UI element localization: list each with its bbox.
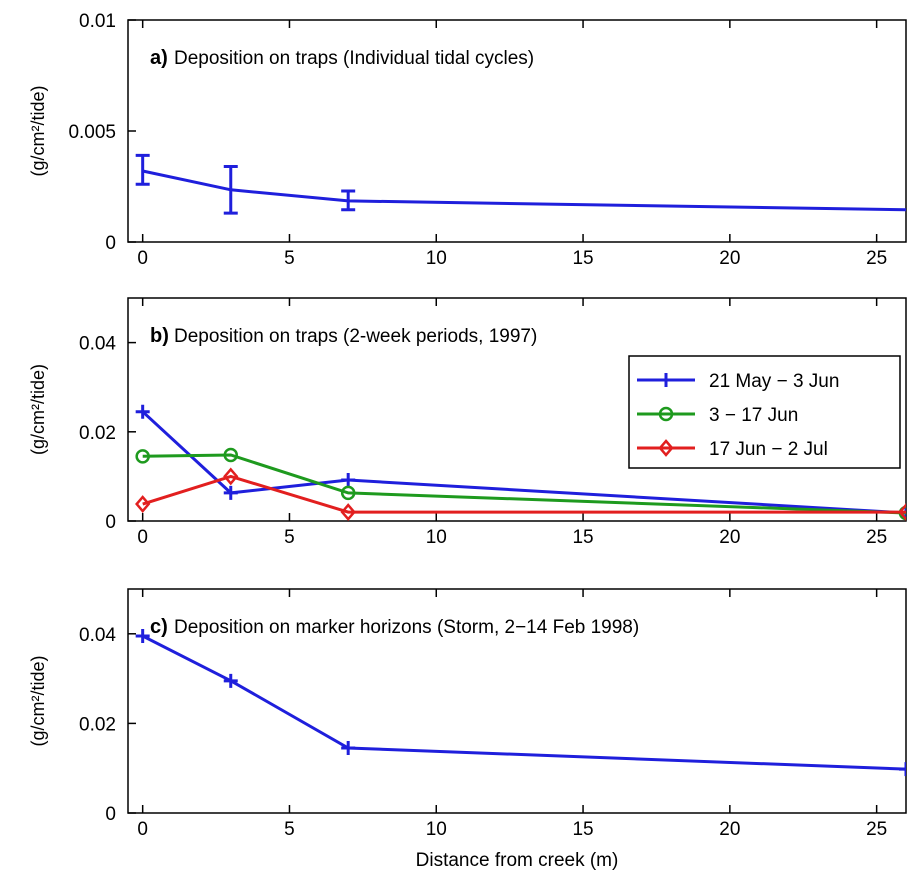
x-tick-label: 5	[284, 527, 295, 548]
x-tick-label: 0	[137, 527, 148, 548]
x-tick-label: 10	[426, 248, 447, 269]
data-point-circle-marker	[340, 485, 356, 501]
x-tick-label: 10	[426, 819, 447, 840]
panel-title: Deposition on traps (Individual tidal cy…	[174, 48, 534, 69]
panel-b: 0 5 10 15 20 25 0 0.02 0.04 (g/cm²/tide) b) Deposit…	[28, 297, 907, 548]
series-line	[141, 410, 906, 515]
legend-label: 21 May − 3 Jun	[709, 371, 839, 392]
x-tick-label: 5	[284, 248, 295, 269]
y-tick-label: 0.01	[79, 11, 116, 32]
legend-label: 17 Jun − 2 Jul	[709, 439, 828, 460]
axes-frame	[127, 297, 907, 522]
plot-area	[135, 153, 906, 215]
y-axis-label: (g/cm²/tide)	[28, 85, 48, 176]
legend-label: 3 − 17 Jun	[709, 405, 798, 426]
panel-a: 0 5 10 15 20 25 0 0.005 0.01 (g/cm²/tide) a) Deposi…	[28, 11, 907, 269]
panel-title: Deposition on traps (2-week periods, 199…	[174, 326, 537, 347]
data-point-circle-marker	[223, 447, 239, 463]
axes-frame	[127, 588, 907, 814]
data-point-diamond-marker	[135, 495, 151, 513]
data-point-plus-marker	[899, 762, 906, 777]
data-point-circle-marker	[658, 406, 674, 422]
y-tick-label: 0.02	[79, 423, 116, 444]
legend-item: 21 May − 3 Jun	[637, 371, 839, 392]
data-point-plus-marker	[341, 472, 356, 487]
y-tick-label: 0	[105, 233, 116, 254]
x-axis-label: Distance from creek (m)	[416, 850, 619, 871]
error-bar	[341, 189, 356, 212]
plot-area	[135, 404, 906, 521]
panel-c: 0 5 10 15 20 25 0 0.02 0.04 (g/cm²/tide) c) Deposit…	[28, 588, 907, 840]
x-tick-label: 0	[137, 248, 148, 269]
plot-area	[135, 629, 906, 777]
y-tick-label: 0.04	[79, 334, 116, 355]
series-line	[142, 169, 906, 212]
error-bar	[223, 165, 238, 215]
x-tick-label: 10	[426, 527, 447, 548]
data-point-diamond-marker	[340, 503, 356, 521]
legend-item: 17 Jun − 2 Jul	[637, 439, 828, 460]
data-point-diamond-marker	[898, 503, 906, 521]
series-line	[142, 474, 906, 514]
y-tick-label: 0.02	[79, 714, 116, 735]
data-point-plus-marker	[223, 485, 238, 500]
x-tick-label: 20	[719, 248, 740, 269]
panel-letter: c)	[150, 616, 168, 638]
x-tick-label: 15	[572, 248, 593, 269]
data-point-plus-marker	[135, 404, 150, 419]
x-tick-label: 25	[866, 248, 887, 269]
x-tick-label: 25	[866, 819, 887, 840]
data-point-plus-marker	[135, 629, 150, 644]
error-bar	[135, 153, 150, 186]
x-tick-label: 20	[719, 819, 740, 840]
x-tick-label: 0	[137, 819, 148, 840]
data-point-plus-marker	[659, 373, 673, 387]
panel-letter: b)	[150, 325, 169, 347]
x-tick-label: 25	[866, 527, 887, 548]
legend-item: 3 − 17 Jun	[637, 405, 798, 426]
data-point-plus-marker	[341, 741, 356, 756]
y-tick-label: 0.005	[68, 122, 116, 143]
y-tick-label: 0	[105, 512, 116, 533]
series-line	[142, 634, 906, 771]
data-point-diamond-marker	[223, 467, 239, 486]
series-line	[142, 453, 906, 515]
x-tick-label: 5	[284, 819, 295, 840]
x-tick-label: 15	[572, 527, 593, 548]
data-point-plus-marker	[223, 673, 238, 688]
panel-letter: a)	[150, 47, 168, 69]
y-tick-label: 0.04	[79, 625, 116, 646]
y-axis-label: (g/cm²/tide)	[28, 364, 48, 455]
data-point-circle-marker	[135, 449, 150, 464]
y-axis-label: (g/cm²/tide)	[28, 655, 48, 746]
x-tick-label: 20	[719, 527, 740, 548]
panel-title: Deposition on marker horizons (Storm, 2−…	[174, 617, 639, 638]
x-tick-label: 15	[572, 819, 593, 840]
y-tick-label: 0	[105, 804, 116, 825]
legend: 21 May − 3 Jun 3 − 17 Jun 17 Jun − 2 Jul	[628, 355, 901, 469]
data-point-diamond-marker	[658, 439, 674, 457]
